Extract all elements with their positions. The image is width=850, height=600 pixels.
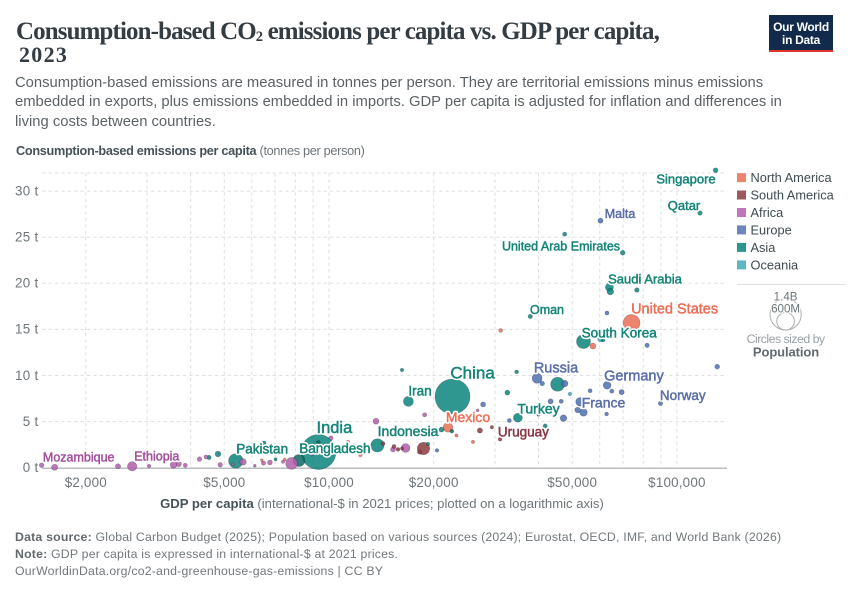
svg-text:Mozambique: Mozambique [43, 451, 115, 465]
svg-text:Bangladesh: Bangladesh [299, 441, 370, 456]
svg-text:China: China [450, 364, 495, 383]
svg-text:600M: 600M [771, 302, 800, 315]
svg-text:Mexico: Mexico [446, 409, 491, 425]
svg-text:Norway: Norway [660, 388, 706, 403]
svg-text:$5,000: $5,000 [203, 475, 245, 490]
svg-text:Germany: Germany [604, 368, 664, 384]
svg-text:15 t: 15 t [15, 322, 39, 337]
svg-text:South America: South America [751, 188, 835, 203]
svg-text:Malta: Malta [605, 207, 636, 221]
svg-text:Population: Population [753, 344, 819, 359]
svg-text:$100,000: $100,000 [648, 475, 705, 490]
svg-text:25 t: 25 t [15, 230, 39, 245]
svg-text:Singapore: Singapore [656, 172, 715, 187]
svg-text:France: France [582, 394, 626, 410]
svg-text:0 t: 0 t [23, 460, 39, 475]
svg-text:Oman: Oman [530, 303, 564, 317]
svg-text:United States: United States [631, 302, 718, 318]
svg-text:Russia: Russia [534, 360, 579, 376]
svg-text:20 t: 20 t [15, 276, 39, 291]
svg-text:10 t: 10 t [15, 368, 39, 383]
svg-text:Mozambique: Mozambique [43, 451, 115, 465]
svg-text:North America: North America [751, 170, 833, 185]
svg-text:United Arab Emirates: United Arab Emirates [502, 240, 620, 254]
svg-text:India: India [317, 419, 354, 437]
svg-text:Africa: Africa [751, 205, 785, 220]
svg-text:Pakistan: Pakistan [236, 442, 288, 457]
svg-text:Oman: Oman [530, 303, 564, 317]
svg-text:$20,000: $20,000 [409, 475, 459, 490]
svg-text:Oceania: Oceania [751, 258, 800, 273]
svg-text:Uruguay: Uruguay [498, 425, 549, 440]
svg-text:Indonesia: Indonesia [378, 423, 439, 439]
svg-text:China: China [450, 364, 495, 383]
svg-text:United Arab Emirates: United Arab Emirates [502, 240, 620, 254]
svg-text:Qatar: Qatar [668, 198, 701, 213]
svg-text:United States: United States [631, 302, 718, 318]
svg-text:Ethiopia: Ethiopia [134, 449, 179, 463]
svg-text:Qatar: Qatar [668, 198, 701, 213]
svg-text:1.4B: 1.4B [774, 290, 798, 303]
svg-text:Norway: Norway [660, 388, 706, 403]
svg-text:Iran: Iran [408, 384, 431, 399]
svg-text:Bangladesh: Bangladesh [299, 441, 370, 456]
svg-text:Uruguay: Uruguay [498, 425, 549, 440]
svg-text:Saudi Arabia: Saudi Arabia [608, 271, 682, 286]
svg-text:South Korea: South Korea [582, 326, 658, 341]
svg-text:Asia: Asia [751, 240, 777, 255]
svg-text:Indonesia: Indonesia [378, 423, 439, 439]
svg-text:Turkey: Turkey [517, 400, 559, 416]
svg-text:Pakistan: Pakistan [236, 442, 288, 457]
svg-text:France: France [582, 394, 626, 410]
svg-text:30 t: 30 t [15, 183, 39, 198]
svg-text:Mexico: Mexico [446, 409, 491, 425]
svg-text:GDP per capita (international-: GDP per capita (international-$ in 2021 … [160, 496, 604, 511]
svg-text:Malta: Malta [605, 207, 636, 221]
svg-text:$10,000: $10,000 [304, 475, 354, 490]
svg-text:Europe: Europe [751, 223, 792, 238]
svg-text:Ethiopia: Ethiopia [134, 449, 179, 463]
svg-text:$50,000: $50,000 [547, 475, 597, 490]
svg-text:Iran: Iran [408, 384, 431, 399]
svg-text:5 t: 5 t [23, 414, 39, 429]
svg-text:Russia: Russia [534, 360, 579, 376]
svg-text:Turkey: Turkey [517, 400, 559, 416]
svg-text:Saudi Arabia: Saudi Arabia [608, 271, 682, 286]
svg-text:Singapore: Singapore [656, 172, 715, 187]
svg-text:India: India [317, 419, 354, 437]
svg-text:South Korea: South Korea [582, 326, 658, 341]
svg-text:$2,000: $2,000 [65, 475, 107, 490]
svg-text:Circles sized by: Circles sized by [747, 332, 826, 346]
svg-text:Germany: Germany [604, 368, 664, 384]
